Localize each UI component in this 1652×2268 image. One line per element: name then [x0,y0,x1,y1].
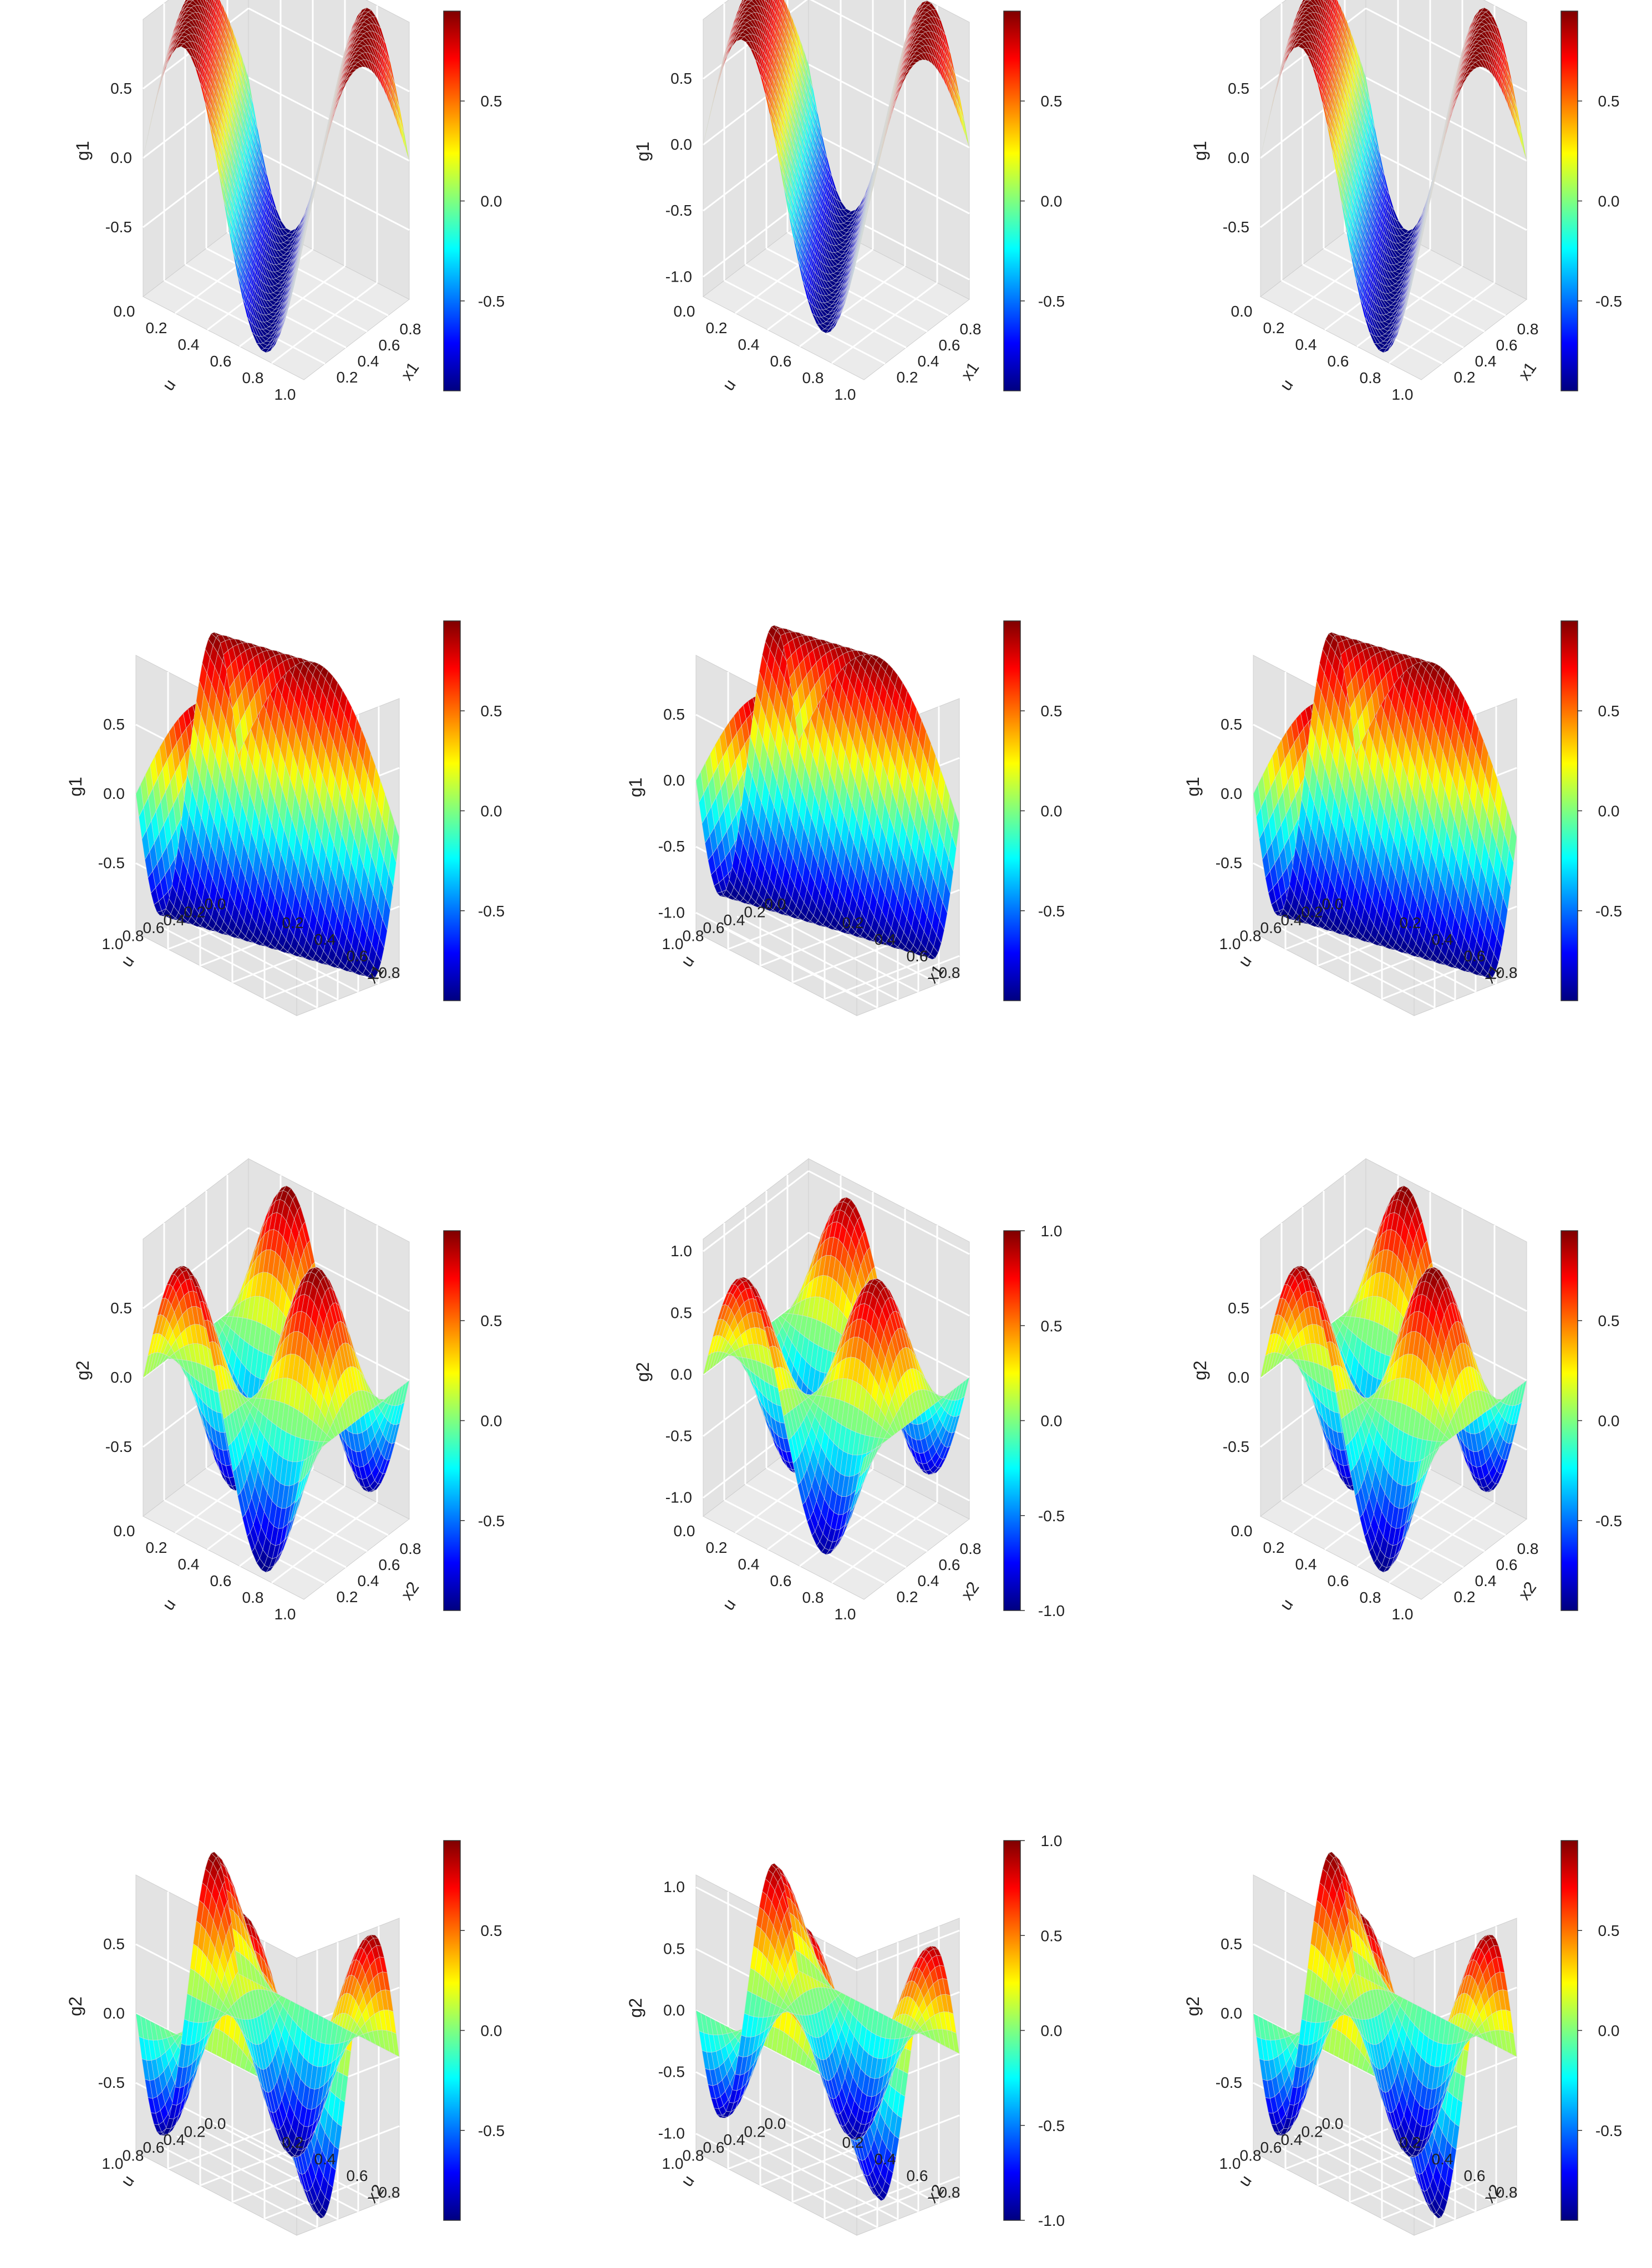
u-tick-label: 0.4 [1295,336,1317,353]
x-tick-label: 0.6 [347,947,368,965]
colorbar-tick-label: 0.5 [481,93,502,110]
z-tick-label: 0.5 [1228,80,1249,97]
u-tick-label: 0.6 [1328,353,1349,370]
u-tick-label: 1.0 [102,935,124,952]
colorbar-tick-label: -0.5 [1595,293,1622,310]
u-tick-label: 0.4 [738,336,760,353]
z-tick-label: 0.0 [110,149,132,166]
u-tick-label: 0.6 [143,919,165,936]
u-tick-label: 0.0 [674,303,695,320]
surface-plot-panel: 0.00.20.40.60.81.00.20.40.60.8-0.50.00.5… [65,620,505,1016]
u-tick-label: 0.8 [123,927,144,945]
colorbar [1560,11,1578,391]
u-tick-label: 0.0 [1231,303,1253,320]
x-axis-title: x1 [1515,359,1540,384]
z-tick-label: 0.0 [1228,149,1249,166]
x-tick-label: 0.6 [939,337,960,354]
colorbar [443,620,461,1001]
colorbar-tick-label: 0.0 [481,803,502,820]
floor-gridline [271,282,378,364]
u-tick-label: 0.0 [205,895,226,913]
x-tick-label: 0.8 [400,320,421,338]
colorbar [1003,11,1021,391]
surface-plot-panel: 0.00.20.40.60.81.00.20.40.60.8-0.50.00.5… [73,0,505,403]
colorbar-tick-label: 0.5 [1041,93,1063,110]
z-tick-label: 0.5 [110,80,132,97]
x-tick-label: 0.2 [282,914,304,931]
u-tick-label: 0.2 [146,319,167,337]
x-axis-title: x1 [398,359,423,384]
colorbar-tick-label: 0.0 [1598,193,1620,210]
z-tick-label: -0.5 [1223,218,1249,236]
u-tick-label: 1.0 [1392,386,1414,403]
x-tick-label: 0.6 [379,337,400,354]
z-tick-label: -0.5 [98,854,125,871]
surface-plot-panel: 0.00.20.40.60.81.00.20.40.60.8-1.0-0.50.… [626,620,1065,1016]
floor-gridline [164,279,326,365]
x-tick-label: 0.4 [1475,353,1497,370]
u-axis-title: u [719,376,740,394]
u-tick-label: 0.8 [802,369,824,386]
z-tick-label: 0.5 [670,70,692,87]
wall-gridline [248,146,410,231]
colorbar-tick-label: -0.5 [478,293,505,310]
u-tick-label: 0.8 [242,369,264,386]
colorbar [443,11,461,391]
z-tick-label: 0.0 [103,785,125,802]
u-tick-label: 0.0 [114,303,135,320]
u-tick-label: 0.6 [210,353,232,370]
x-tick-label: 0.6 [1496,337,1518,354]
z-tick-label: 0.0 [670,136,692,153]
colorbar-tick-label: 0.0 [1041,193,1063,210]
u-axis-title: u [118,952,138,971]
u-tick-label: 0.2 [1263,319,1285,337]
u-tick-label: 0.6 [770,353,792,370]
z-tick-label: -1.0 [665,268,692,285]
x-tick-label: 0.2 [897,369,918,386]
colorbar-tick-label: 0.5 [481,702,502,720]
u-tick-label: 1.0 [835,386,856,403]
x-tick-label: 0.8 [960,320,982,338]
u-tick-label: 1.0 [275,386,296,403]
u-tick-label: 0.2 [706,319,728,337]
x-tick-label: 0.2 [337,369,358,386]
surface-plot-panel: 0.00.20.40.60.81.00.20.40.60.8-0.50.00.5… [1190,0,1622,403]
x-tick-label: 0.4 [918,353,939,370]
u-tick-label: 0.4 [178,336,200,353]
x-tick-label: 0.2 [1454,369,1476,386]
surface-plot-panel: 0.00.20.40.60.81.00.20.40.60.8-1.0-0.50.… [633,0,1065,403]
u-tick-label: 0.2 [184,903,206,920]
x-tick-label: 0.8 [1517,320,1539,338]
colorbar-tick-label: 0.0 [481,193,502,210]
colorbar-tick-label: -0.5 [478,903,505,920]
surface-mesh [143,0,410,354]
z-axis-title: g1 [73,141,93,161]
u-tick-label: 0.4 [164,911,185,929]
u-tick-label: 0.8 [1360,369,1381,386]
z-axis-title: g1 [633,141,653,161]
z-tick-label: -0.5 [105,218,132,236]
z-axis-title: g1 [1190,141,1210,161]
u-axis-title: u [1277,376,1297,394]
z-tick-label: -0.5 [665,202,692,219]
colorbar-tick-label: -0.5 [1038,293,1065,310]
z-tick-label: 0.5 [103,716,125,733]
u-axis-title: u [159,376,180,394]
x-tick-label: 0.4 [314,931,336,948]
x-axis-title: x1 [958,359,983,384]
x-tick-label: 0.4 [358,353,379,370]
colorbar-tick-label: 0.5 [1598,93,1620,110]
z-axis-title: g1 [65,777,85,797]
